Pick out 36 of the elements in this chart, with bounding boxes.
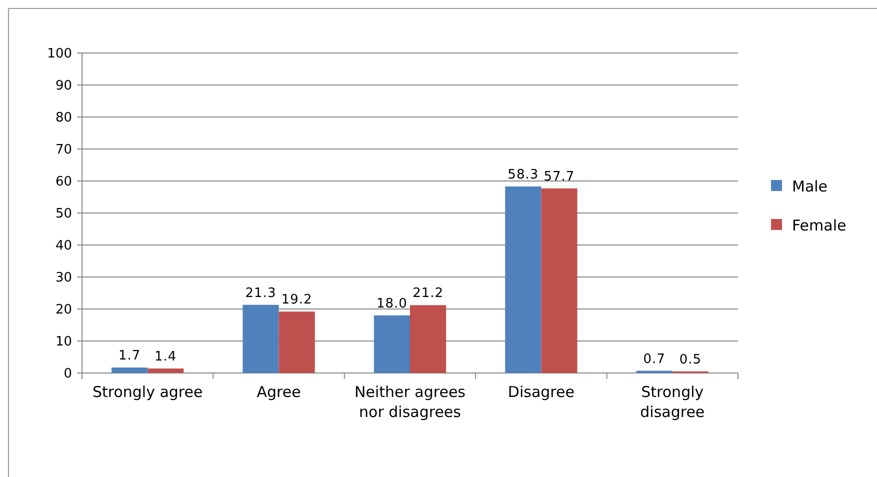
x-tick-label: Disagree: [508, 383, 574, 401]
y-tick-label: 80: [55, 110, 72, 126]
y-tick-label: 50: [55, 206, 72, 222]
bar: [374, 315, 410, 373]
legend-label: Male: [792, 177, 828, 196]
text: 18.0: [376, 296, 408, 312]
y-tick-label: 60: [55, 174, 72, 190]
y-tick-label: 40: [55, 238, 72, 254]
y-tick-label: 0: [64, 366, 72, 382]
y-tick-label: 90: [55, 78, 72, 94]
legend-label: Female: [792, 216, 846, 234]
bar: [112, 368, 148, 373]
x-tick-label: Strongly agree: [92, 383, 203, 401]
text: 1.4: [154, 350, 177, 365]
text: 19.2: [281, 292, 312, 308]
y-tick-label: 20: [55, 302, 72, 318]
y-tick-label: 100: [47, 46, 72, 62]
text: 58.3: [508, 167, 539, 182]
bar: [410, 305, 446, 373]
text: 0.7: [643, 352, 666, 367]
bar: [242, 304, 279, 373]
bar: [148, 368, 184, 373]
x-tick-label: Neither agrees nor disagrees: [354, 383, 466, 421]
text: 21.3: [245, 286, 276, 301]
y-tick-label: 70: [55, 142, 72, 158]
x-tick-label: Strongly disagree: [640, 383, 705, 421]
text: 0.5: [679, 352, 702, 368]
y-tick-label: 30: [55, 270, 72, 286]
text: 57.7: [544, 169, 575, 184]
x-tick-label: Agree: [256, 383, 301, 401]
y-tick-label: 10: [55, 334, 72, 350]
text: 21.2: [412, 286, 444, 302]
bar: [541, 188, 578, 373]
bar: [278, 312, 315, 373]
text: 1.7: [118, 348, 141, 364]
bar: [505, 186, 542, 373]
